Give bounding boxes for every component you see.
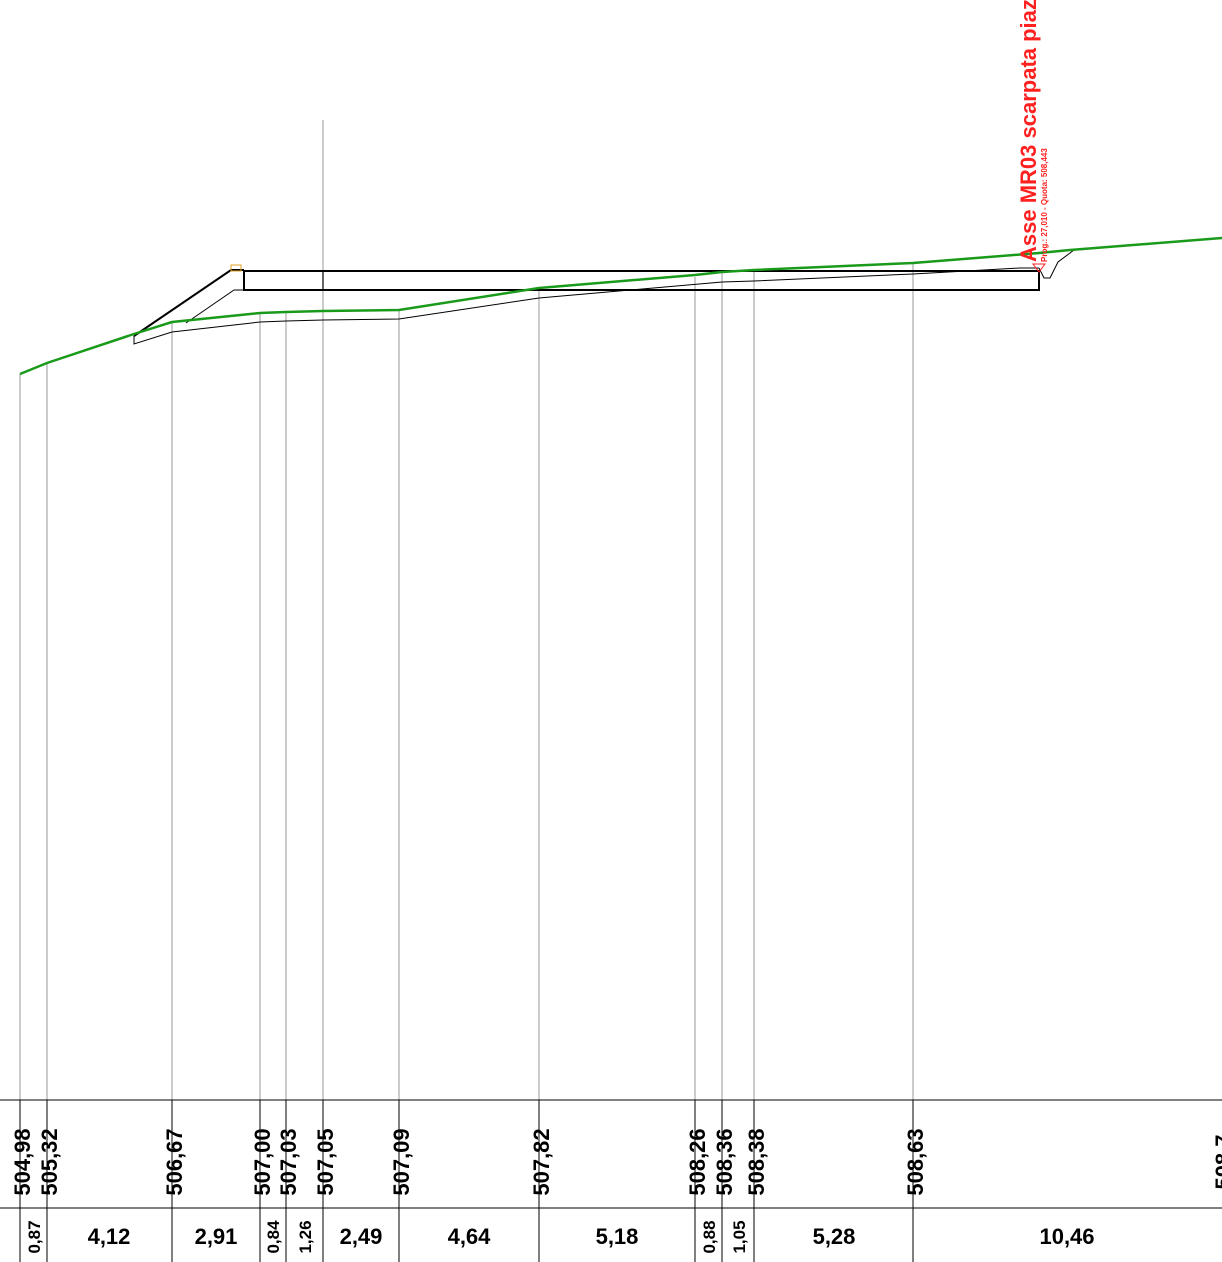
distance-label-11: 5,28 bbox=[813, 1224, 856, 1249]
distance-label-8: 5,18 bbox=[596, 1224, 639, 1249]
elevation-row: 504,98 505,32 506,67 507,00 507,03 507,0… bbox=[10, 1100, 1222, 1208]
elevation-label-13: 508,7 bbox=[1211, 1134, 1222, 1189]
right-ditch bbox=[1038, 249, 1075, 279]
elevation-label-12: 508,63 bbox=[903, 1128, 928, 1195]
distance-label-4: 0,84 bbox=[264, 1220, 283, 1254]
axis-annotation: Asse MR03 scarpata piazz Prog.: 27,010 -… bbox=[1016, 0, 1049, 273]
platform-structure bbox=[133, 269, 1040, 337]
platform-slab bbox=[243, 270, 1040, 291]
distance-label-12: 10,46 bbox=[1039, 1224, 1094, 1249]
distance-label-9: 0,88 bbox=[700, 1220, 719, 1253]
station-drop-lines bbox=[19, 120, 914, 1100]
elevation-label-11: 508,38 bbox=[744, 1128, 769, 1195]
edge-marker-icon bbox=[230, 264, 242, 272]
axis-title: Asse MR03 scarpata piazz bbox=[1016, 0, 1041, 262]
distance-label-7: 4,64 bbox=[448, 1224, 492, 1249]
axis-subtitle: Prog.: 27,010 - Quota: 508,443 bbox=[1040, 148, 1049, 262]
elevation-label-8: 507,82 bbox=[529, 1128, 554, 1195]
elevation-label-3: 506,67 bbox=[162, 1128, 187, 1195]
distance-label-10: 1,05 bbox=[730, 1220, 749, 1253]
distance-label-3: 2,91 bbox=[195, 1224, 238, 1249]
subgrade-line bbox=[133, 267, 1039, 345]
elevation-label-6: 507,05 bbox=[313, 1128, 338, 1195]
elevation-label-7: 507,09 bbox=[389, 1128, 414, 1195]
table-frame bbox=[0, 1099, 1222, 1209]
elevation-label-2: 505,32 bbox=[37, 1128, 62, 1195]
elevation-label-1: 504,98 bbox=[10, 1128, 35, 1195]
distance-label-6: 2,49 bbox=[340, 1224, 383, 1249]
elevation-label-5: 507,03 bbox=[276, 1128, 301, 1195]
axis-point-triangle-icon bbox=[1032, 263, 1046, 273]
distance-label-2: 4,12 bbox=[88, 1224, 131, 1249]
distance-label-5: 1,26 bbox=[296, 1220, 315, 1253]
subgrade-outline bbox=[133, 249, 1075, 345]
left-slope-inner bbox=[185, 289, 244, 324]
terrain-profile bbox=[19, 236, 1222, 376]
elevation-label-4: 507,00 bbox=[250, 1128, 275, 1195]
elevation-label-9: 508,26 bbox=[685, 1128, 710, 1195]
distance-row: 0,87 4,12 2,91 0,84 1,26 2,49 4,64 5,18 … bbox=[19, 1208, 1095, 1262]
elevation-label-10: 508,36 bbox=[712, 1128, 737, 1195]
distance-label-1: 0,87 bbox=[25, 1220, 44, 1253]
